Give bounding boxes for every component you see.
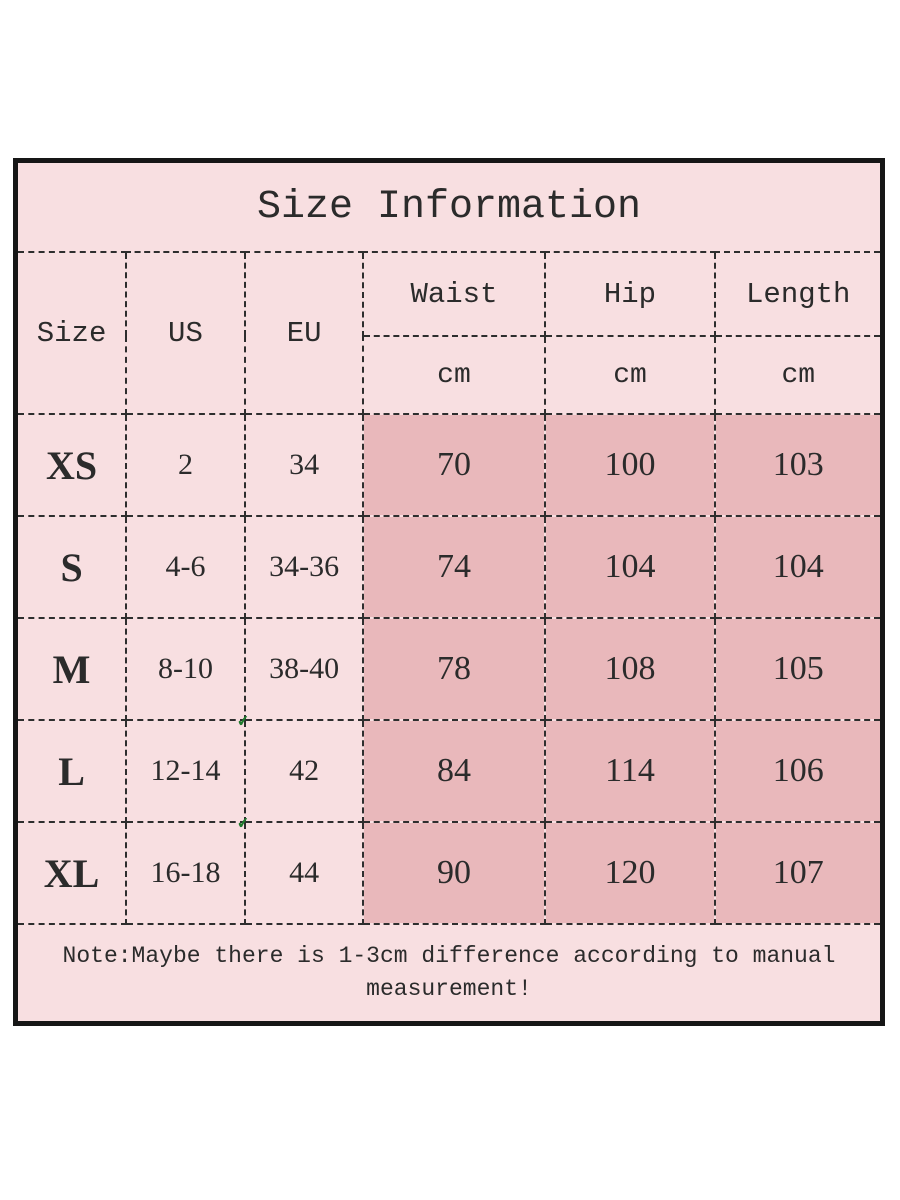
unit-cell-waist: cm bbox=[362, 335, 546, 415]
length-cell: 107 bbox=[714, 821, 884, 925]
us-cell: 16-18 bbox=[125, 821, 246, 925]
size-chart-table: Size Information Size US EU Waist Hip Le… bbox=[13, 158, 885, 1026]
size-cell: XL bbox=[14, 821, 128, 925]
note-text: Note:Maybe there is 1-3cm difference acc… bbox=[62, 942, 836, 1002]
header-row-top: Size US EU Waist Hip Length bbox=[14, 251, 884, 415]
size-cell: M bbox=[14, 617, 128, 721]
col-header-eu: EU bbox=[243, 251, 365, 415]
table-row-s: S 4-6 34-36 74 104 104 bbox=[14, 515, 884, 619]
eu-cell: 38-40 bbox=[243, 617, 365, 721]
length-cell: 105 bbox=[714, 617, 884, 721]
size-cell: L bbox=[14, 719, 128, 823]
col-header-hip: Hip bbox=[543, 251, 717, 337]
waist-cell: 70 bbox=[362, 413, 546, 517]
us-cell: 8-10 bbox=[125, 617, 246, 721]
hip-cell: 108 bbox=[543, 617, 717, 721]
hip-cell: 104 bbox=[543, 515, 717, 619]
size-cell: XS bbox=[14, 413, 128, 517]
eu-cell: 44 bbox=[243, 821, 365, 925]
chart-title: Size Information bbox=[14, 159, 884, 253]
header-row-units: cm cm cm bbox=[16, 335, 884, 415]
col-header-length: Length bbox=[714, 251, 884, 337]
eu-cell: 42 bbox=[243, 719, 365, 823]
length-cell: 106 bbox=[714, 719, 884, 823]
title-row: Size Information bbox=[14, 159, 884, 253]
eu-cell: 34-36 bbox=[243, 515, 365, 619]
hip-cell: 120 bbox=[543, 821, 717, 925]
hip-cell: 114 bbox=[543, 719, 717, 823]
unit-cell-length: cm bbox=[714, 335, 884, 415]
table-row-xs: XS 2 34 70 100 103 bbox=[14, 413, 884, 517]
size-chart: Size Information Size US EU Waist Hip Le… bbox=[13, 158, 885, 1026]
us-cell: 4-6 bbox=[125, 515, 246, 619]
us-cell: 2 bbox=[125, 413, 246, 517]
unit-cell-hip: cm bbox=[543, 335, 717, 415]
waist-cell: 84 bbox=[362, 719, 546, 823]
waist-cell: 78 bbox=[362, 617, 546, 721]
table-row-xl: XL 16-18 44 90 120 107 bbox=[14, 821, 884, 925]
waist-cell: 90 bbox=[362, 821, 546, 925]
waist-cell: 74 bbox=[362, 515, 546, 619]
eu-cell: 34 bbox=[243, 413, 365, 517]
note-cell: Note:Maybe there is 1-3cm difference acc… bbox=[14, 923, 884, 1025]
hip-cell: 100 bbox=[543, 413, 717, 517]
table-row-l: L 12-14 42 84 114 106 bbox=[14, 719, 884, 823]
size-cell: S bbox=[14, 515, 128, 619]
col-header-size: Size bbox=[14, 251, 128, 415]
col-header-us: US bbox=[125, 251, 246, 415]
length-cell: 103 bbox=[714, 413, 884, 517]
check-mark-icon: ✔ bbox=[235, 711, 251, 731]
check-mark-icon: ✔ bbox=[235, 813, 251, 833]
note-row: Note:Maybe there is 1-3cm difference acc… bbox=[14, 923, 884, 1025]
col-header-waist: Waist bbox=[362, 251, 546, 337]
length-cell: 104 bbox=[714, 515, 884, 619]
us-cell: 12-14 bbox=[125, 719, 246, 823]
table-row-m: M 8-10 38-40 78 108 105 bbox=[14, 617, 884, 721]
